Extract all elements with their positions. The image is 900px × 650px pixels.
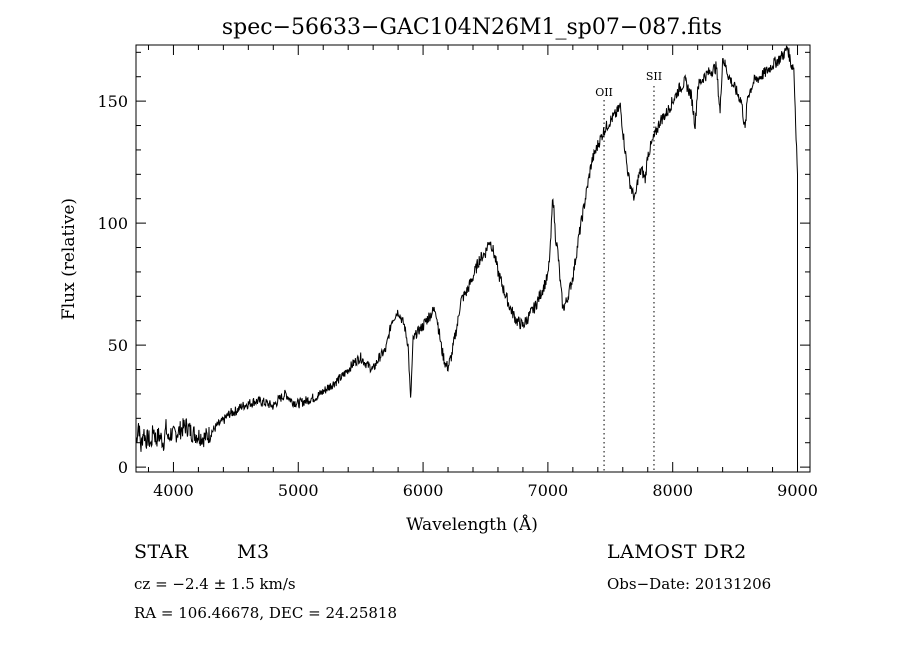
survey-name: LAMOST DR2 (607, 541, 747, 563)
x-tick-label: 8000 (652, 481, 693, 500)
coordinates: RA = 106.46678, DEC = 24.25818 (134, 604, 398, 622)
object-class: STAR (134, 541, 189, 563)
x-axis-label: Wavelength (Å) (406, 514, 538, 535)
x-tick-label: 5000 (278, 481, 319, 500)
y-tick-label: 50 (108, 336, 128, 355)
chart-title: spec−56633−GAC104N26M1_sp07−087.fits (222, 15, 722, 40)
x-tick-label: 9000 (777, 481, 818, 500)
spectrum-line (135, 45, 798, 472)
object-subclass: M3 (237, 541, 270, 563)
x-tick-label: 6000 (403, 481, 444, 500)
y-tick-label: 0 (118, 458, 128, 477)
y-axis-label: Flux (relative) (59, 198, 79, 320)
observation-date: Obs−Date: 20131206 (607, 575, 772, 593)
plot-frame (135, 44, 811, 473)
annotation-label: SII (646, 70, 662, 83)
x-tick-label: 4000 (153, 481, 194, 500)
annotation-label: OII (595, 86, 613, 99)
y-tick-label: 100 (97, 214, 128, 233)
x-tick-label: 7000 (528, 481, 569, 500)
redshift-value: cz = −2.4 ± 1.5 km/s (134, 575, 296, 593)
y-tick-label: 150 (97, 92, 128, 111)
